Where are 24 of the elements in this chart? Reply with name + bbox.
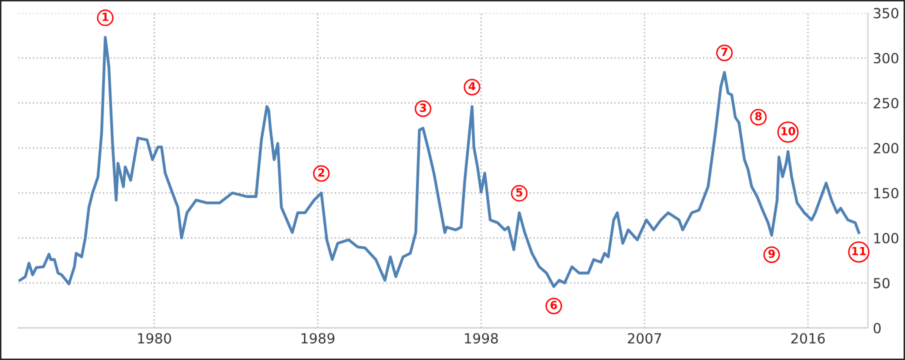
y-tick-label: 0 (874, 322, 881, 334)
annotation: 1 (102, 12, 108, 21)
annotation: 2 (318, 168, 324, 177)
x-tick-label: 1980 (138, 333, 172, 344)
x-tick-label: 2016 (791, 333, 825, 344)
y-tick-label: 350 (874, 8, 898, 18)
annotation: 6 (550, 300, 558, 310)
annotation: 10 (782, 126, 796, 136)
annotation: 11 (852, 246, 866, 256)
y-tick-label: 200 (874, 142, 898, 154)
annotation: 8 (755, 112, 762, 120)
annotation: 7 (721, 48, 728, 56)
x-tick-label: 1998 (464, 333, 498, 344)
x-tick-label: 2007 (628, 333, 662, 344)
y-tick-label: 300 (874, 52, 898, 64)
annotation: 5 (516, 188, 522, 197)
y-tick-label: 50 (874, 278, 890, 288)
y-tick-label: 150 (874, 188, 898, 198)
x-tick-label: 1989 (302, 333, 334, 344)
y-tick-label: 250 (874, 98, 898, 108)
y-tick-label: 100 (874, 232, 898, 244)
annotation: 4 (468, 82, 476, 90)
annotation: 3 (420, 104, 426, 112)
annotation: 9 (768, 250, 775, 258)
